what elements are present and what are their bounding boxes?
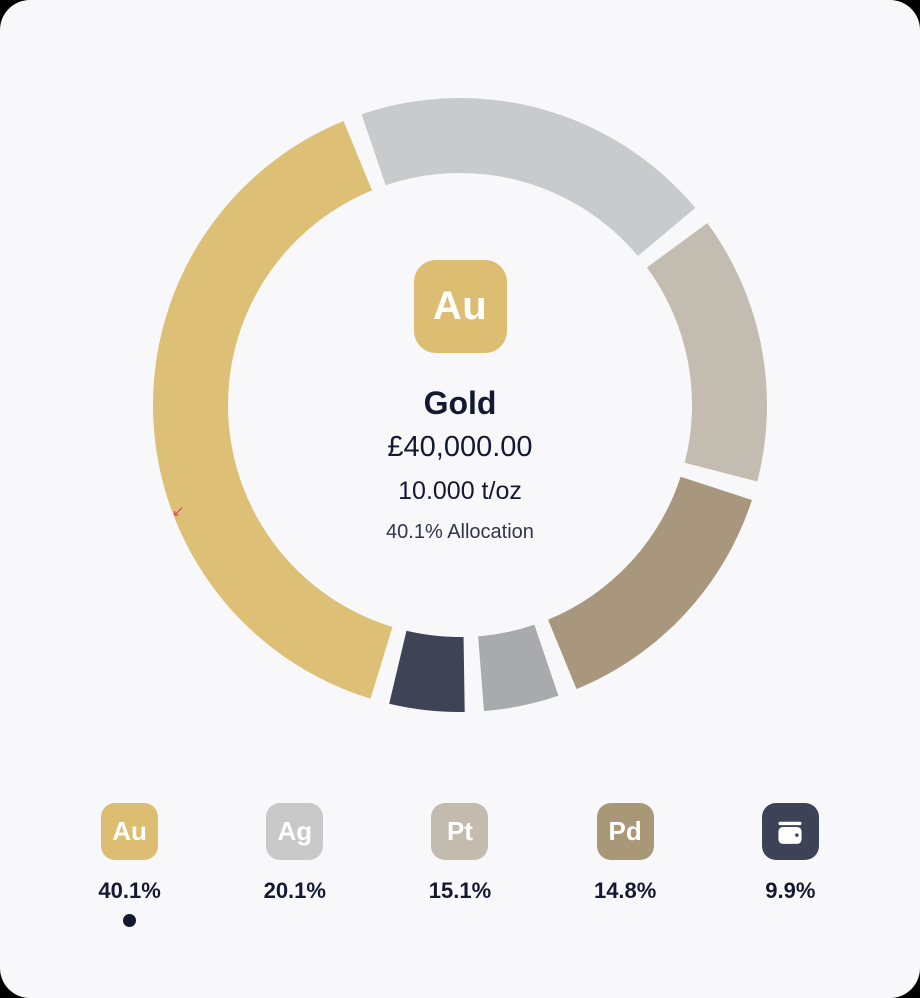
selected-indicator-dot	[123, 914, 137, 927]
silver-badge-label: Ag	[277, 816, 313, 846]
legend-item-silver[interactable]: Ag 20.1%	[212, 803, 377, 927]
gold-badge-label: Au	[112, 816, 147, 846]
palladium-badge-label: Pd	[608, 816, 642, 846]
donut-segment-pd[interactable]	[548, 476, 752, 690]
legend-item-palladium[interactable]: Pd 14.8%	[543, 803, 708, 927]
donut-segment-wallet-a[interactable]	[478, 624, 559, 712]
legend-item-wallet[interactable]: 9.9%	[708, 803, 873, 927]
donut-segment-ag[interactable]	[361, 98, 696, 257]
legend-item-gold[interactable]: Au 40.1%	[47, 803, 212, 927]
donut-segment-wallet-b[interactable]	[389, 630, 465, 712]
wallet-glyph	[778, 821, 802, 844]
allocation-donut-chart: Au Gold £40,000.00 10.000 t/oz 40.1% All…	[153, 98, 768, 712]
legend-percent: 14.8%	[593, 878, 657, 903]
legend-percent: 15.1%	[428, 878, 492, 903]
allocation-donut-svg	[153, 98, 768, 712]
legend-percent: 9.9%	[765, 878, 816, 903]
platinum-badge-label: Pt	[446, 816, 473, 846]
gold-badge-icon: Au	[101, 803, 159, 860]
allocation-legend: Au 40.1% Ag 20.1% Pt 15.1% Pd 14.8%	[0, 803, 920, 927]
palladium-badge-icon: Pd	[596, 803, 654, 860]
wallet-icon	[761, 803, 819, 860]
down-left-arrow-icon: ↙	[172, 502, 185, 520]
legend-item-platinum[interactable]: Pt 15.1%	[377, 803, 542, 927]
legend-percent: 40.1%	[98, 878, 161, 903]
donut-segment-au[interactable]	[153, 120, 393, 699]
silver-badge-icon: Ag	[266, 803, 324, 860]
platinum-badge-icon: Pt	[431, 803, 489, 860]
legend-percent: 20.1%	[263, 878, 326, 903]
donut-segment-pt[interactable]	[646, 223, 768, 482]
